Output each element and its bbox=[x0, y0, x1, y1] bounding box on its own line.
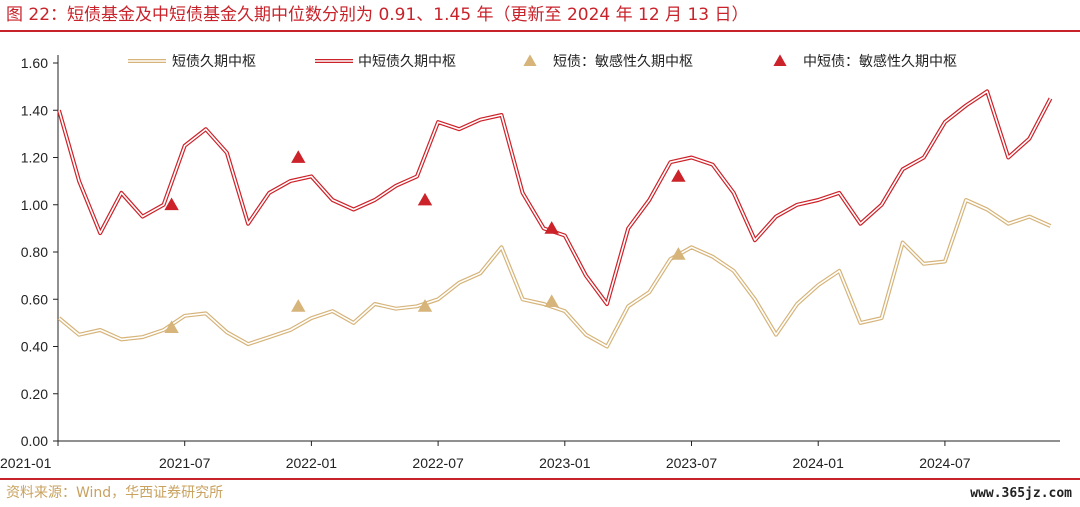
source-note: 资料来源：Wind，华西证券研究所 bbox=[6, 485, 224, 501]
mid-short-bond-marker bbox=[164, 197, 179, 211]
y-tick-label: 0.40 bbox=[21, 339, 48, 355]
x-tick-label: 2024-01 bbox=[793, 455, 845, 471]
legend-label: 短债久期中枢 bbox=[172, 54, 256, 70]
y-tick-label: 0.20 bbox=[21, 386, 48, 402]
x-tick-label: 2022-07 bbox=[412, 455, 464, 471]
short-bond-marker bbox=[544, 294, 559, 308]
legend: 短债久期中枢 中短债久期中枢 短债：敏感性久期中枢 中短债：敏感性久期中枢 bbox=[128, 53, 957, 70]
legend-label: 短债：敏感性久期中枢 bbox=[553, 53, 693, 70]
y-tick-label: 0.80 bbox=[21, 244, 48, 260]
x-tick-label: 2024-07 bbox=[919, 455, 971, 471]
y-tick-label: 0.00 bbox=[21, 433, 48, 449]
series-markers bbox=[164, 150, 686, 333]
legend-label: 中短债：敏感性久期中枢 bbox=[803, 53, 957, 70]
short-bond-marker bbox=[291, 299, 306, 312]
short-bond-line-inner bbox=[58, 199, 1051, 348]
x-tick-label: 2021-01 bbox=[0, 455, 52, 471]
bottom-rule bbox=[0, 478, 1080, 480]
legend-marker-swatch bbox=[523, 54, 537, 66]
y-tick-label: 1.60 bbox=[21, 55, 48, 71]
x-tick-label: 2021-07 bbox=[159, 455, 211, 471]
mid-short-bond-marker bbox=[544, 221, 559, 234]
y-axis: 0.00 0.20 0.40 0.60 0.80 1.00 1.20 1.40 1.60 bbox=[21, 55, 59, 449]
watermark: www.365jz.com bbox=[970, 486, 1072, 501]
y-tick-label: 0.60 bbox=[21, 291, 48, 307]
legend-label: 中短债久期中枢 bbox=[358, 54, 456, 70]
x-tick-label: 2022-01 bbox=[286, 455, 338, 471]
y-tick-label: 1.40 bbox=[21, 102, 48, 118]
mid-short-bond-line-inner bbox=[58, 90, 1052, 305]
chart-title: 图 22：短债基金及中短债基金久期中位数分别为 0.91、1.45 年（更新至 … bbox=[6, 5, 749, 25]
line-chart: 0.00 0.20 0.40 0.60 0.80 1.00 1.20 1.40 1.60 202… bbox=[0, 53, 1060, 471]
mid-short-bond-marker bbox=[417, 192, 433, 206]
short-bond-marker bbox=[164, 320, 179, 333]
y-tick-label: 1.20 bbox=[21, 150, 48, 166]
short-bond-marker bbox=[671, 247, 686, 260]
mid-short-bond-marker bbox=[291, 150, 306, 163]
x-tick-label: 2023-01 bbox=[539, 455, 591, 471]
mid-short-bond-line-outer bbox=[57, 89, 1053, 306]
mid-short-bond-marker bbox=[671, 169, 686, 182]
x-tick-label: 2023-07 bbox=[666, 455, 718, 471]
y-tick-label: 1.00 bbox=[21, 197, 48, 213]
series-lines bbox=[57, 89, 1053, 349]
top-rule bbox=[0, 30, 1080, 32]
short-bond-marker bbox=[417, 299, 433, 312]
x-axis: 2021-01 2021-07 2022-01 2022-07 2023-01 2023-… bbox=[0, 440, 1060, 471]
short-bond-line-outer bbox=[57, 198, 1052, 349]
legend-marker-swatch bbox=[773, 54, 787, 66]
